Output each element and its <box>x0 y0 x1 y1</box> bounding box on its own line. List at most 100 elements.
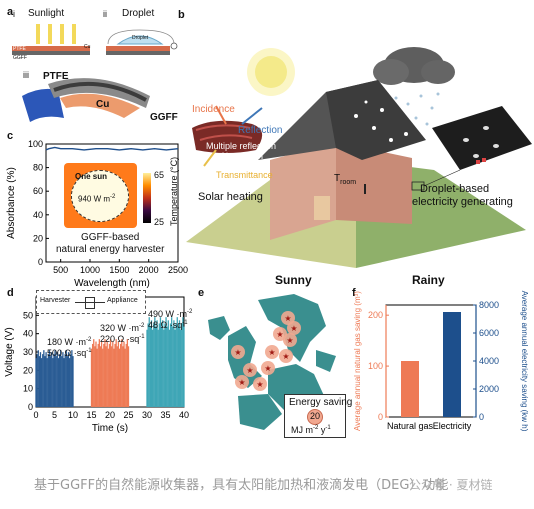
panel-letter-e: e <box>198 287 205 299</box>
energy-saving-value: 20 <box>309 411 320 421</box>
y-tick-label: 50 <box>23 310 33 320</box>
x-tick-label: 2500 <box>168 265 188 275</box>
x-tick-label: 2000 <box>139 265 159 275</box>
y-axis-label: Absorbance (%) <box>6 167 17 239</box>
absorbance-line <box>45 146 179 151</box>
sun-icon <box>255 56 287 88</box>
deg-panel <box>432 106 532 170</box>
series1-intensity: 180 W ·m-2 <box>47 337 92 347</box>
series1-resistance: 500 Ω ·sq-1 <box>47 348 92 358</box>
absorbance-chart: 0 20 40 60 80 100 500 1000 1500 2000 2500 Wavelengt… <box>6 139 188 288</box>
thermal-inset: One sun 940 W m-2 65 25 <box>64 163 180 228</box>
harvester-text: Harvester <box>40 297 71 304</box>
left-tick-label: 100 <box>368 361 383 371</box>
meter-icon <box>170 42 178 50</box>
x-tick-label: 30 <box>142 410 152 420</box>
city-halo <box>287 321 301 335</box>
colorbar-min: 25 <box>154 217 165 227</box>
panel-a-illustration <box>12 24 178 122</box>
y-tick-label: 10 <box>23 384 33 394</box>
city-halo <box>261 361 275 375</box>
intensity-label: 940 W m-2 <box>78 194 116 204</box>
left-tick-label: 200 <box>368 310 383 320</box>
absorber-sample <box>192 120 263 153</box>
film-i-cu-label: Cu <box>84 44 91 50</box>
left-axis-label: Average annual natural gas saving (m³) <box>353 291 362 431</box>
city-star: ★ <box>268 348 275 357</box>
rectifier-icon <box>85 297 95 309</box>
sub-label-ii: ii <box>103 9 107 19</box>
city-star: ★ <box>234 348 241 357</box>
house-scene <box>186 47 532 268</box>
droplet-small-label: Droplet <box>132 35 149 41</box>
y-tick-label: 20 <box>33 233 43 243</box>
plot-frame <box>385 304 477 418</box>
sub-label-iii: iii <box>23 70 29 80</box>
city-star: ★ <box>264 364 271 373</box>
x-tick-label: 1000 <box>80 265 100 275</box>
left-tick-label: 0 <box>378 412 383 422</box>
circuit-inset: Harvester Appliance <box>36 290 146 314</box>
door-icon <box>314 196 330 220</box>
harvester-label-2: natural energy harvester <box>56 244 165 255</box>
right-tick-label: 6000 <box>479 328 499 338</box>
x-tick-label: 35 <box>160 410 170 420</box>
voltage-series-2 <box>90 339 130 407</box>
y-tick-label: 40 <box>33 210 43 220</box>
absorption-label: Absorption <box>220 151 264 161</box>
city-star: ★ <box>246 366 253 375</box>
series3-intensity: 490 W ·m-2 <box>148 309 193 319</box>
x-axis-label: Wavelength (nm) <box>74 278 150 288</box>
city-star: ★ <box>282 352 289 361</box>
city-markers: ★★★★★★★★★★★ <box>231 311 301 391</box>
plot-frame <box>45 143 179 263</box>
panel-b: Incidence Reflection Multiple reflection… <box>186 10 534 287</box>
city-halo <box>231 345 245 359</box>
energy-saving-unit: MJ m-2 y-1 <box>291 425 331 435</box>
t-room-label: Troom <box>334 173 357 186</box>
y-tick-label: 30 <box>23 347 33 357</box>
sub-label-i: i <box>13 9 15 19</box>
y-tick-label: 0 <box>38 257 43 267</box>
x-tick-label: 500 <box>53 265 68 275</box>
panel-letter-a: a <box>7 6 14 18</box>
x-tick-label: 0 <box>33 410 38 420</box>
series2-resistance: 220 Ω ·sq-1 <box>100 334 145 344</box>
rainy-label: Rainy <box>412 273 445 287</box>
panel-e: ★ ★ ★ ★ ★ ★ ★ ★ ★ ★ ★ Energy saving 20 MJ m-2 y-1 <box>198 290 352 450</box>
right-tick-label: 0 <box>479 412 484 422</box>
cloud-icon <box>373 47 455 85</box>
right-axis-label: Average annual electricity saving (kw h) <box>520 291 529 432</box>
series2-intensity: 320 W ·m-2 <box>100 323 145 333</box>
y-axis-label: Voltage (V) <box>4 327 15 376</box>
watermark: 公众号 · 夏材链 <box>409 478 493 492</box>
droplet-gen-label-1: Droplet-based <box>420 183 490 195</box>
y-tick-label: 20 <box>23 365 33 375</box>
bar-electricity <box>443 312 461 417</box>
y-tick-label: 40 <box>23 329 33 339</box>
cu-label: Cu <box>96 99 110 110</box>
reflection-label: Reflection <box>238 125 283 136</box>
city-star: ★ <box>284 314 291 323</box>
roof-right <box>326 80 426 160</box>
city-halo <box>235 375 249 389</box>
roof-droplets <box>354 100 408 142</box>
harvester-label-1: GGFF-based <box>81 232 140 243</box>
city-star: ★ <box>256 380 263 389</box>
city-halo <box>265 345 279 359</box>
x-tick-label: 40 <box>179 410 189 420</box>
city-star: ★ <box>276 330 283 339</box>
x-tick-label: 20 <box>105 410 115 420</box>
film-i-bottom <box>12 51 90 55</box>
panel-letter-b: b <box>178 9 185 21</box>
temperature-colorbar <box>143 173 151 223</box>
y-tick-label: 60 <box>33 186 43 196</box>
transmittance-label: Transmittance <box>216 170 273 180</box>
city-star: ★ <box>238 378 245 387</box>
panel-a: i Sunlight ii Droplet PTFE Cu GGFF Dropl… <box>0 0 180 130</box>
y-tick-label: 80 <box>33 163 43 173</box>
voltage-series-1 <box>35 350 74 407</box>
bar-natural-gas <box>401 361 419 417</box>
city-halo <box>283 333 297 347</box>
city-halo <box>253 377 267 391</box>
